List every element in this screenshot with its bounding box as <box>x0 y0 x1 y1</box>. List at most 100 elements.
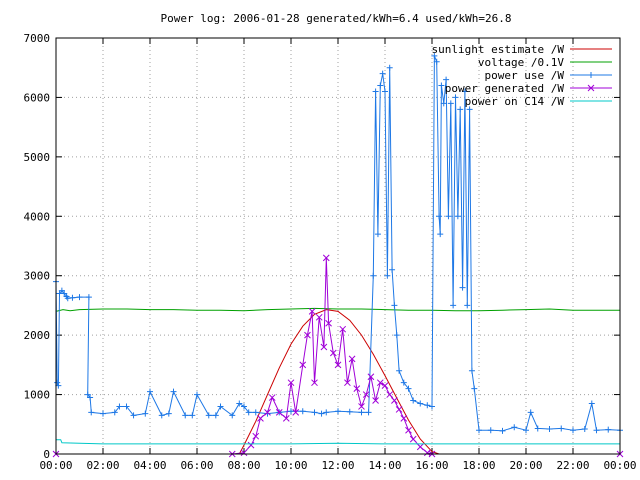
power-use-w-point <box>468 367 475 374</box>
x-tick-label: 14:00 <box>368 459 401 472</box>
power-generated-w-point <box>322 254 330 262</box>
power-use-w-point <box>440 100 447 107</box>
x-tick-label: 20:00 <box>509 459 542 472</box>
power-use-w-point <box>318 410 325 417</box>
plot-frame <box>55 37 621 455</box>
power-use-w-point <box>410 397 417 404</box>
grid <box>56 38 620 454</box>
power-use-w-point <box>123 403 130 410</box>
y-tick-label: 1000 <box>24 389 51 402</box>
legend-label: power generated /W <box>445 82 565 95</box>
y-tick-label: 5000 <box>24 151 51 164</box>
power-use-w-point <box>570 427 576 434</box>
power-use-w-point <box>431 52 438 59</box>
power-use-w-point <box>433 58 440 65</box>
legend-item-power-on-c14-w: power on C14 /W <box>465 95 612 108</box>
power-generated-w-point <box>315 313 323 321</box>
power-use-w-point <box>241 403 247 410</box>
power-use-w-point <box>534 425 541 432</box>
power-use-w-point <box>311 409 318 416</box>
power-generated-w-point <box>320 343 328 351</box>
power-use-w-point <box>100 410 106 417</box>
power-use-w-point <box>466 106 473 113</box>
legend-item-sunlight-estimate-w: sunlight estimate /W <box>432 43 612 56</box>
power-use-w-point <box>299 408 306 415</box>
legend-item-voltage-0-1v: voltage /0.1V <box>478 56 612 69</box>
power-generated-w-point <box>416 443 424 451</box>
power-use-w-point <box>205 412 212 419</box>
power-use-w-point <box>445 213 452 220</box>
power-use-w-point <box>400 379 407 386</box>
sunlight-estimate-w-series <box>238 309 440 455</box>
power-generated-w-point <box>400 414 408 422</box>
x-tick-label: 06:00 <box>180 459 213 472</box>
power-use-w-point <box>212 412 219 419</box>
power-use-w-point <box>142 410 149 417</box>
power-use-w-point <box>499 427 506 434</box>
power-generated-w-point <box>311 379 318 387</box>
power-generated-w-point <box>334 361 342 369</box>
y-tick-label: 3000 <box>24 270 51 283</box>
power-use-w-point <box>523 427 529 434</box>
power-generated-w-point <box>339 325 347 333</box>
power-generated-w-point <box>395 406 403 413</box>
power-use-w-point <box>487 427 494 434</box>
power-use-w-point <box>386 64 393 71</box>
legend-label: sunlight estimate /W <box>432 43 565 56</box>
power-use-w-point <box>217 403 224 410</box>
x-tick-label: 00:00 <box>39 459 72 472</box>
power-use-w-point <box>229 412 236 419</box>
sunlight-estimate-w-line <box>238 309 440 455</box>
power-use-w-point <box>88 409 95 416</box>
power-on-c14-w-line <box>56 439 620 445</box>
power-use-w-point <box>182 412 189 419</box>
power-use-w-point <box>170 388 177 395</box>
power-generated-w-point <box>381 382 389 390</box>
power-generated-w-point <box>372 397 379 404</box>
power-generated-w-point <box>275 409 283 416</box>
power-use-w-point <box>476 427 482 434</box>
power-use-w-point <box>370 272 377 279</box>
power-use-w-point <box>323 409 330 416</box>
power-use-w-point <box>379 70 386 77</box>
power-use-w-point <box>358 409 365 416</box>
power-use-w-point <box>85 294 92 301</box>
power-generated-w-point <box>304 331 311 339</box>
power-use-w-point <box>69 294 76 301</box>
power-generated-w-point <box>252 432 260 440</box>
power-generated-w-point <box>391 397 398 404</box>
power-generated-w-point <box>299 361 307 369</box>
power-use-w-point <box>558 425 565 432</box>
power-generated-w-point <box>348 355 356 363</box>
power-use-w-point <box>54 379 61 386</box>
power-use-w-point <box>424 402 431 409</box>
power-use-w-point <box>438 82 445 89</box>
power-generated-w-point <box>386 391 394 398</box>
power-use-w-point <box>365 409 372 416</box>
power-use-w-point <box>111 409 118 416</box>
x-tick-label: 16:00 <box>415 459 448 472</box>
power-generated-w-point <box>268 394 276 401</box>
power-generated-w-point <box>376 379 384 387</box>
power-use-w-point <box>405 385 412 392</box>
x-tick-label: 04:00 <box>133 459 166 472</box>
power-use-w-point <box>165 410 172 417</box>
power-use-w-point <box>417 400 424 407</box>
power-use-w-point <box>189 412 196 419</box>
power-use-w-point <box>194 391 200 398</box>
x-tick-label: 22:00 <box>556 459 589 472</box>
x-tick-label: 18:00 <box>462 459 495 472</box>
power-use-w-point <box>384 272 391 279</box>
power-generated-w-point <box>308 308 316 315</box>
power-use-w-point <box>374 231 381 238</box>
power-use-w-point <box>436 213 443 220</box>
power-use-w-point <box>382 88 388 95</box>
power-generated-w-point <box>353 385 361 392</box>
power-generated-w-point <box>329 349 337 357</box>
power-use-w-point <box>396 367 403 374</box>
power-use-w-point <box>511 424 518 431</box>
power-use-w-point <box>454 213 461 220</box>
power-generated-w-point <box>367 373 375 381</box>
